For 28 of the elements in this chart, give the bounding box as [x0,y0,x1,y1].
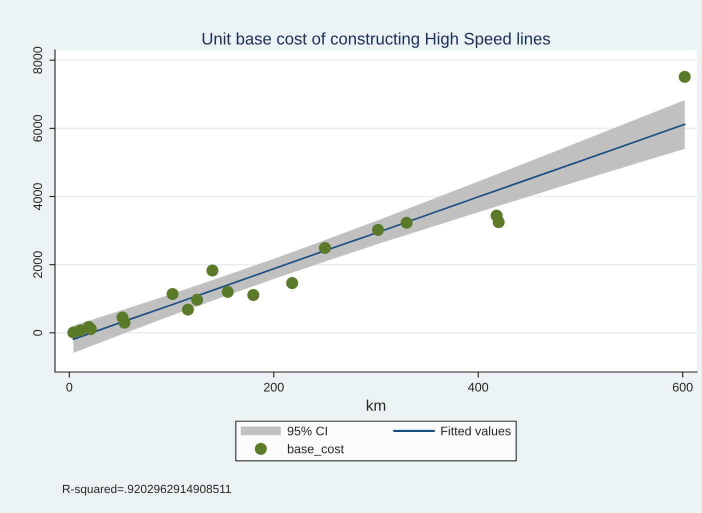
point [678,70,691,83]
x-tick-label: 0 [66,382,72,392]
point [318,242,331,254]
x-tick-label: 400 [468,382,488,392]
x-tick-label: 600 [672,382,693,392]
y-tick-label: 0 [33,330,42,336]
x-axis-title: km [366,400,386,411]
legend-label: Fitted values [441,426,511,436]
point [118,316,131,329]
point [166,288,179,300]
text: R-squared=.9202962914908511 [62,484,231,496]
y-tick-label: 6000 [33,114,42,142]
point [372,224,384,236]
legend-label: base_cost [288,444,344,456]
point [182,304,194,316]
point [400,216,413,229]
point [492,216,505,228]
point [222,286,234,298]
chart-title: Unit base cost of constructing High Speed lines [202,32,550,48]
y-tick-label: 2000 [33,251,42,278]
y-tick-label: 4000 [33,183,42,210]
point [206,264,218,276]
legend-label: 95% CI [288,426,327,436]
point [286,277,298,290]
point [191,294,204,306]
y-tick-label: 8000 [33,46,42,74]
point [247,288,260,302]
x-tick-label: 200 [264,382,284,392]
